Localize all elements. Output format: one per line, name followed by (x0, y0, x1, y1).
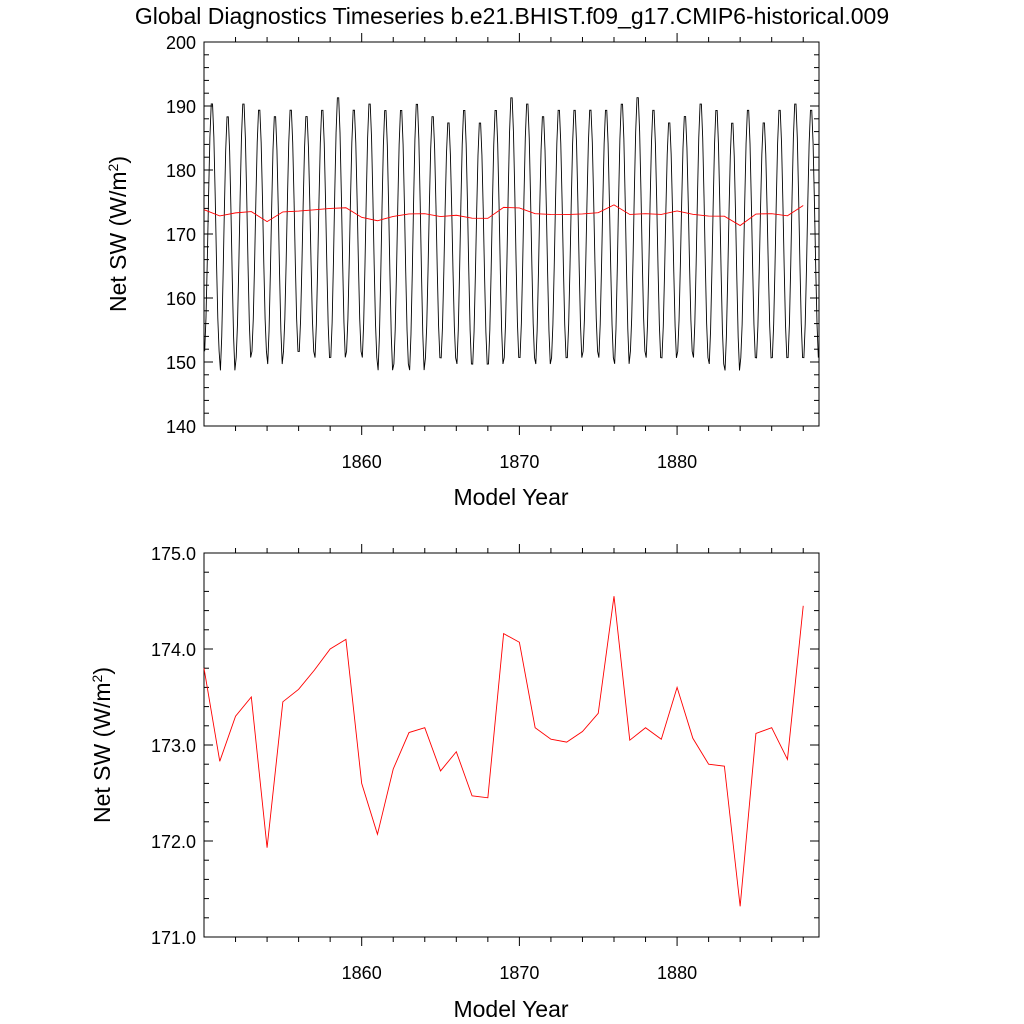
y-tick-label: 171.0 (151, 928, 196, 948)
y-axis-label-bottom: Net SW (W/m2) (89, 667, 115, 823)
y-tick-label: 190 (166, 97, 196, 117)
annual-mean-line (203, 596, 804, 907)
chart-bottom: 171.0 172.0 173.0 174.0 175.0 1860 1870 1880 M… (89, 544, 820, 1022)
x-tick-label: 1860 (342, 452, 382, 472)
monthly-series-line (204, 97, 819, 371)
plot-frame-bottom (203, 552, 820, 938)
y-tick-label: 200 (166, 33, 196, 53)
y-tick-label: 175.0 (151, 544, 196, 564)
y-tick-labels-bottom: 171.0 172.0 173.0 174.0 175.0 (151, 544, 196, 948)
annual-series-top (203, 204, 804, 227)
x-tick-label: 1880 (657, 452, 697, 472)
x-tick-labels-bottom: 1860 1870 1880 (342, 963, 697, 983)
annual-series-bottom (203, 596, 804, 907)
y-tick-label: 170 (166, 225, 196, 245)
y-tick-label: 150 (166, 353, 196, 373)
x-axis-label-bottom: Model Year (453, 996, 568, 1022)
annual-mean-line (203, 204, 804, 227)
plot-frame-top (203, 41, 820, 427)
x-tick-label: 1880 (657, 963, 697, 983)
axis-ticks-top (204, 33, 819, 435)
y-tick-label: 160 (166, 289, 196, 309)
chart-title: Global Diagnostics Timeseries b.e21.BHIS… (135, 3, 889, 29)
y-tick-label: 174.0 (151, 640, 196, 660)
y-tick-label: 180 (166, 161, 196, 181)
y-tick-label: 173.0 (151, 736, 196, 756)
monthly-series-top (204, 97, 819, 371)
y-tick-labels-top: 140 150 160 170 180 190 200 (166, 33, 196, 437)
y-axis-label-top: Net SW (W/m2) (105, 156, 131, 312)
x-axis-label-top: Model Year (453, 484, 568, 510)
x-tick-label: 1860 (342, 963, 382, 983)
y-tick-label: 172.0 (151, 832, 196, 852)
x-tick-label: 1870 (499, 963, 539, 983)
y-tick-label: 140 (166, 417, 196, 437)
axis-ticks-bottom (204, 544, 819, 946)
chart-top: 140 150 160 170 180 190 200 1860 1870 1880 Model… (105, 33, 820, 510)
x-tick-label: 1870 (499, 452, 539, 472)
x-tick-labels-top: 1860 1870 1880 (342, 452, 697, 472)
